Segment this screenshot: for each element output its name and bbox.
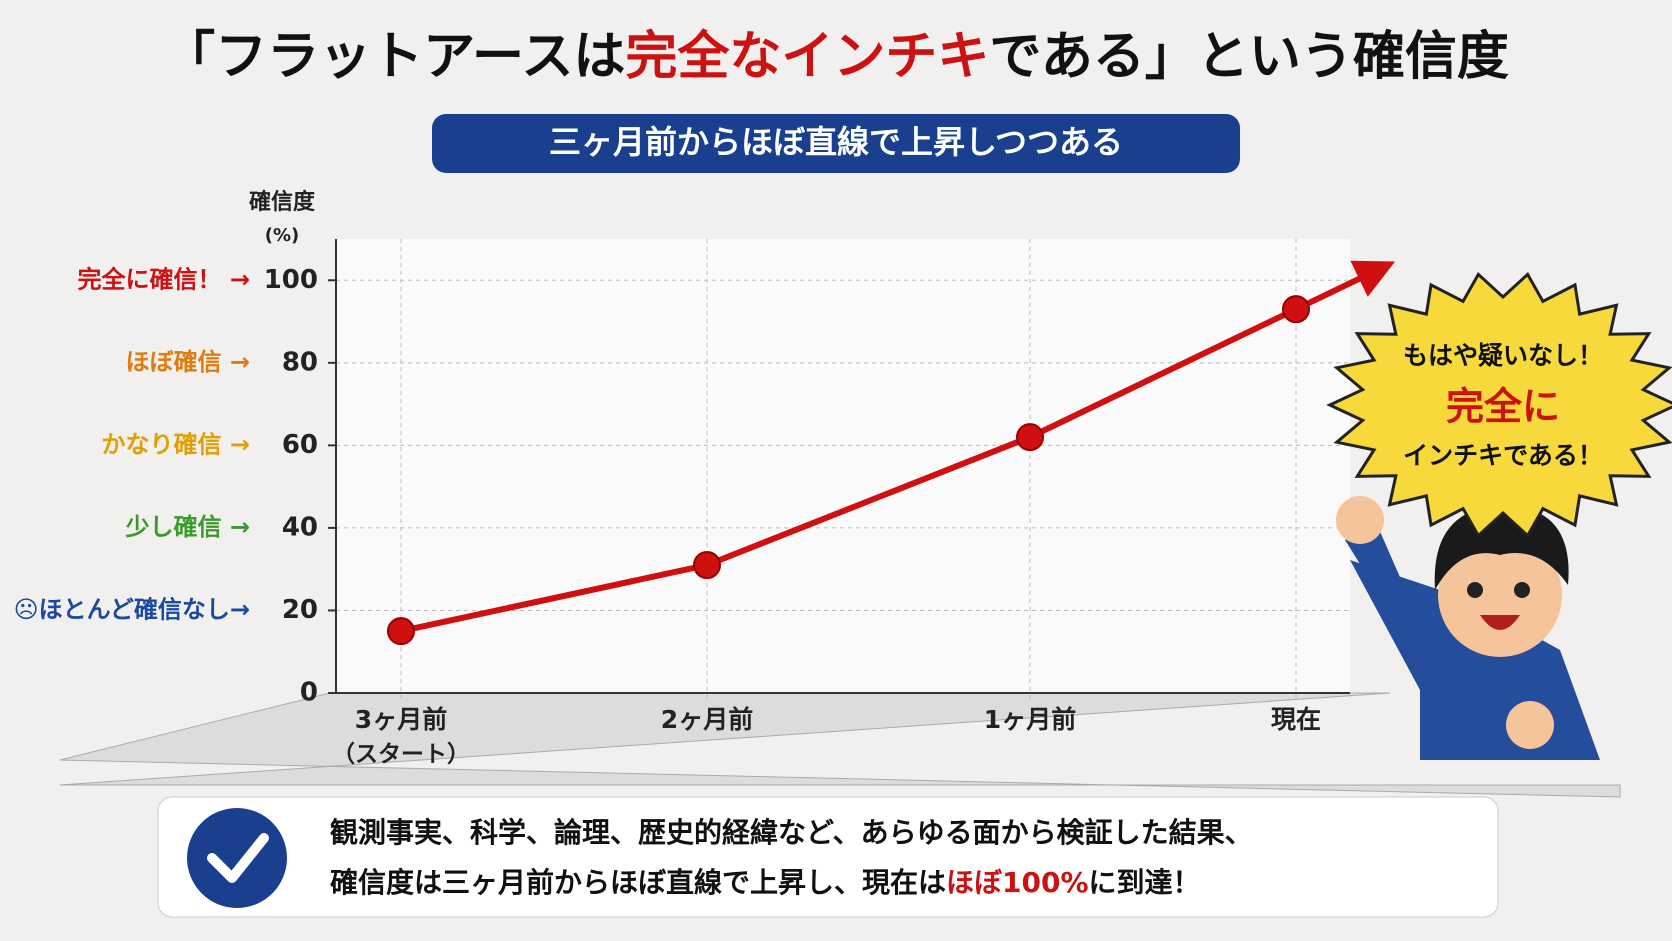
- character: [1336, 496, 1600, 760]
- point: [1282, 295, 1310, 324]
- bubble-text: もはや疑いなし！: [1403, 341, 1603, 370]
- chart-title: 「フラットアースは完全なインチキである」という確信度: [163, 27, 1509, 87]
- fist: [1336, 496, 1384, 544]
- eye: [1467, 582, 1483, 598]
- conclusion-part: 確信度は三ヶ月前からほぼ直線で上昇し、現在は: [330, 866, 946, 899]
- check-mark: [207, 833, 269, 883]
- conclusion-part: に到達！: [1089, 866, 1201, 899]
- y-tick-label: 100: [264, 265, 318, 295]
- line: [400, 306, 1298, 635]
- plot-area: [336, 239, 1350, 693]
- hair: [1434, 505, 1569, 590]
- point: [693, 551, 721, 580]
- tick-note: 完全に確信！ →: [78, 265, 250, 293]
- x-tick-label: 2ヶ月前: [661, 705, 753, 734]
- conclusion-box: [157, 796, 1499, 918]
- title-highlight: 完全なインチキ: [625, 27, 989, 87]
- conclusion-line: 確信度は三ヶ月前からほぼ直線で上昇し、現在はほぼ100%に到達！: [330, 866, 1201, 899]
- tick-note: 少し確信 →: [125, 513, 250, 541]
- conclusion-line: 観測事実、科学、論理、歴史的経緯など、あらゆる面から検証した結果、: [330, 816, 1253, 849]
- y-axis-unit: (%): [265, 225, 300, 246]
- y-tick-label: 60: [282, 430, 318, 460]
- mouth: [1480, 615, 1520, 630]
- y-tick-label: 20: [282, 595, 318, 625]
- floor: [59, 692, 1621, 798]
- y-tick-label: 40: [282, 512, 318, 542]
- x-tick-label: 現在: [1271, 705, 1321, 734]
- x-tick-label: 1ヶ月前: [984, 705, 1076, 734]
- arrow-head: [1350, 260, 1396, 297]
- x-tick-label: 3ヶ月前: [355, 705, 447, 734]
- y-tick-label: 0: [300, 678, 318, 708]
- title-part: 「フラットアースは: [163, 27, 625, 87]
- point: [387, 617, 415, 646]
- tick-note: ☹ほとんど確信なし→: [14, 595, 250, 623]
- bubble-shape: [1326, 271, 1672, 539]
- x-tick-note: （スタート）: [332, 741, 470, 768]
- eye: [1514, 582, 1530, 598]
- subtitle-pill: [432, 114, 1240, 173]
- y-tick-label: 80: [282, 347, 318, 377]
- tick-note: かなり確信 →: [102, 430, 250, 458]
- tick-note: ほぼ確信 →: [126, 348, 250, 376]
- point: [1016, 423, 1044, 452]
- bubble-highlight: 完全に: [1446, 385, 1560, 429]
- check-icon: [187, 808, 287, 908]
- subtitle: 三ヶ月前からほぼ直線で上昇しつつある: [549, 123, 1123, 161]
- bubble-text: インチキである！: [1403, 441, 1603, 470]
- face: [1438, 533, 1562, 657]
- y-axis-label: 確信度: [249, 189, 316, 215]
- conclusion-highlight: ほぼ100%: [946, 866, 1089, 899]
- fist: [1506, 701, 1554, 749]
- title-part: である」という確信度: [989, 27, 1508, 87]
